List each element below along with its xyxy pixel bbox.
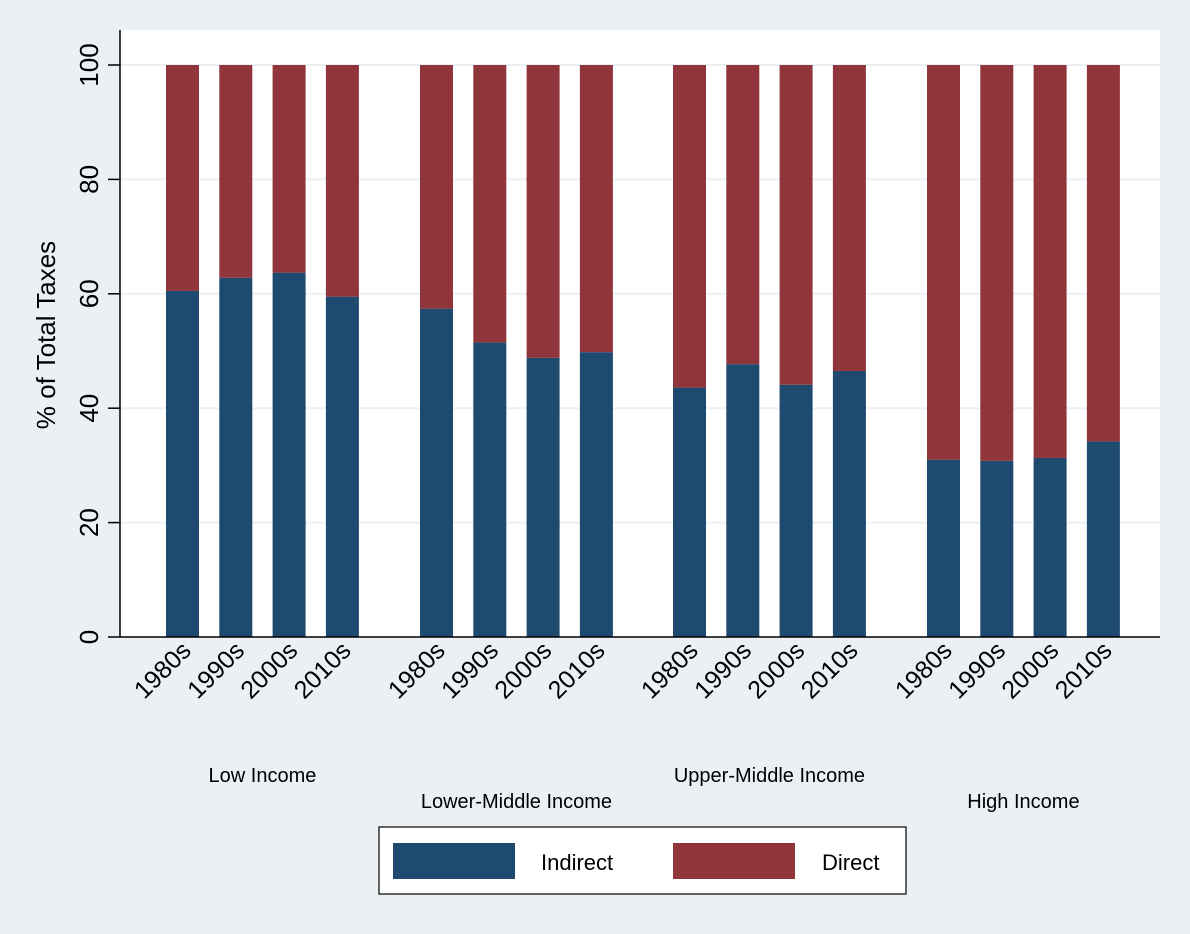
bar-direct [219, 65, 253, 278]
group-labels: Low Income Lower-Middle Income Upper-Middl… [209, 765, 1080, 813]
bar-direct [779, 65, 813, 385]
legend-label-direct: Direct [822, 850, 879, 875]
y-axis-label: % of Total Taxes [31, 241, 61, 429]
bar-indirect [1033, 457, 1067, 637]
bar-direct [526, 65, 560, 358]
bar-indirect [420, 308, 453, 637]
legend-swatch-indirect [393, 843, 515, 879]
bar-indirect [325, 296, 359, 637]
y-tick-label: 20 [74, 508, 104, 537]
bar-direct [673, 65, 706, 388]
bar-indirect [272, 272, 306, 637]
y-tick-label: 100 [74, 43, 104, 86]
bar-direct [473, 65, 507, 343]
group-label: High Income [967, 791, 1079, 813]
bar-direct [579, 65, 613, 353]
group-label: Upper-Middle Income [674, 765, 865, 787]
y-tick-label: 80 [74, 165, 104, 194]
bar-direct [980, 65, 1014, 461]
bar-indirect [726, 364, 760, 637]
bar-direct [420, 65, 453, 309]
bar-indirect [166, 290, 199, 637]
bar-indirect [980, 460, 1014, 637]
bars [166, 65, 1120, 637]
y-tick-label: 60 [74, 279, 104, 308]
bar-direct [1033, 65, 1067, 458]
bar-direct [325, 65, 359, 297]
bar-direct [166, 65, 199, 291]
group-label: Low Income [209, 765, 317, 787]
y-tick-label: 40 [74, 394, 104, 423]
bar-indirect [1086, 441, 1120, 637]
y-axis-ticks: 0 20 40 60 80 100 [74, 43, 120, 644]
bar-indirect [579, 352, 613, 637]
bar-direct [832, 65, 866, 372]
bar-direct [1086, 65, 1120, 442]
bar-indirect [526, 357, 560, 637]
bar-indirect [779, 384, 813, 637]
bar-indirect [832, 371, 866, 637]
bar-indirect [673, 387, 706, 637]
bar-direct [272, 65, 306, 273]
y-tick-label: 0 [74, 630, 104, 644]
group-label: Lower-Middle Income [421, 791, 612, 813]
legend-label-indirect: Indirect [541, 850, 613, 875]
bar-direct [927, 65, 960, 460]
bar-indirect [927, 459, 960, 637]
legend: Indirect Direct [378, 826, 907, 895]
bar-indirect [473, 342, 507, 637]
bar-indirect [219, 277, 253, 637]
bar-direct [726, 65, 760, 365]
legend-swatch-direct [673, 843, 795, 879]
